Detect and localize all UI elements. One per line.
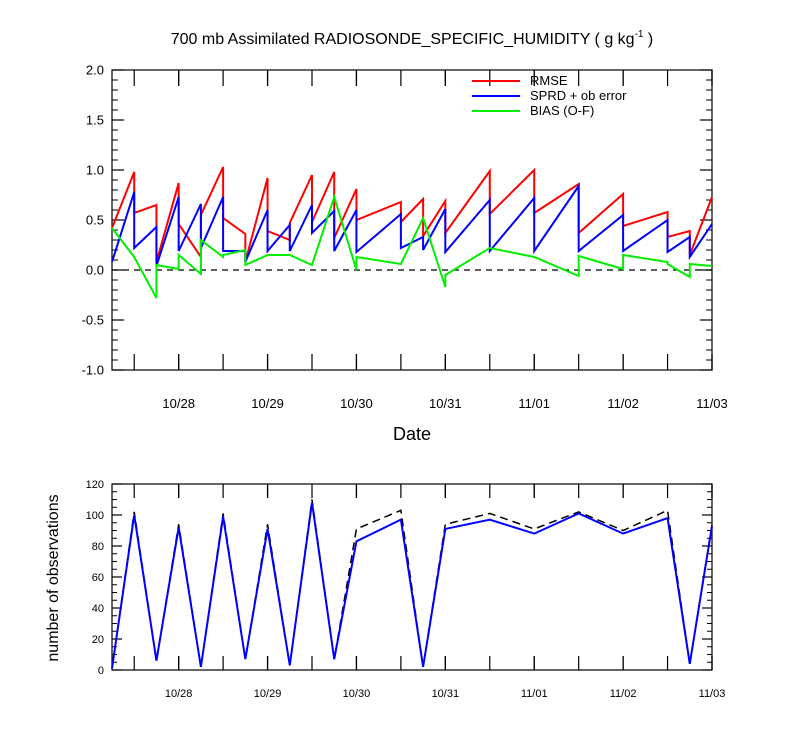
legend-label: RMSE <box>530 73 568 88</box>
top-chart-title: 700 mb Assimilated RADIOSONDE_SPECIFIC_H… <box>171 29 654 48</box>
y-tick-label: 40 <box>92 603 104 615</box>
x-tick-label: 11/03 <box>699 688 726 700</box>
y-tick-label: 0 <box>98 665 104 677</box>
legend-label: BIAS (O-F) <box>530 103 594 118</box>
x-tick-label: 10/31 <box>429 396 462 411</box>
plot-frame <box>111 69 713 371</box>
series-line-bias-o-f <box>111 193 713 299</box>
x-tick-label: 11/03 <box>696 396 728 411</box>
x-tick-label: 11/01 <box>518 396 550 411</box>
y-tick-label: 20 <box>92 634 104 646</box>
x-tick-label: 10/30 <box>340 396 373 411</box>
x-axis-label: Date <box>393 424 431 444</box>
y-tick-label: 1.5 <box>86 113 104 128</box>
y-tick-label: 1.0 <box>86 163 104 178</box>
series-line-rmse <box>111 166 713 263</box>
title-superscript: -1 <box>635 29 644 40</box>
plot-frame <box>111 483 713 671</box>
series-line-sprd-ob-error <box>111 182 713 267</box>
top-chart: 10/28 10/29 10/30 10/31 11/01 11/02 11/03 2.0 1.… <box>82 63 728 411</box>
y-tick-label: 0.5 <box>86 213 104 228</box>
series-line-observations-used <box>111 502 713 669</box>
x-tick-label: 10/28 <box>165 688 193 700</box>
y-tick-label: 60 <box>92 572 104 584</box>
y-tick-label: -0.5 <box>82 313 104 328</box>
title-end: ) <box>643 31 653 48</box>
y-tick-label: 80 <box>92 541 104 553</box>
y-tick-label: 0.0 <box>86 263 104 278</box>
x-tick-label: 10/29 <box>251 396 284 411</box>
legend-label: SPRD + ob error <box>530 88 627 103</box>
x-tick-label: 10/30 <box>343 688 371 700</box>
y-tick-label: 120 <box>86 479 104 491</box>
x-tick-label: 10/28 <box>162 396 195 411</box>
x-tick-label: 10/31 <box>432 688 460 700</box>
y-axis-label: number of observations <box>45 494 62 661</box>
x-tick-label: 10/29 <box>254 688 282 700</box>
bottom-chart: 10/28 10/29 10/30 10/31 11/01 11/02 11/03 120 10… <box>86 479 726 700</box>
x-tick-label: 11/02 <box>607 396 639 411</box>
x-tick-label: 11/02 <box>610 688 637 700</box>
series-line-observations-possible <box>111 499 713 669</box>
y-tick-label: -1.0 <box>82 363 104 378</box>
y-tick-label: 2.0 <box>86 63 104 78</box>
y-tick-label: 100 <box>86 510 104 522</box>
x-tick-label: 11/01 <box>521 688 548 700</box>
